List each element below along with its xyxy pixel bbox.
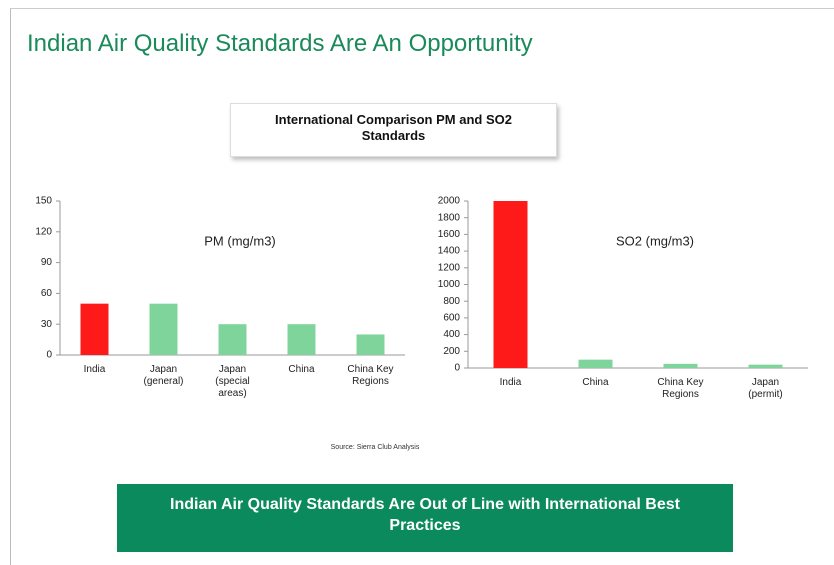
x-tick-label: India [499, 377, 522, 388]
bar [149, 303, 178, 355]
bar [578, 359, 613, 368]
y-tick-label: 1200 [438, 262, 461, 273]
bar [218, 324, 247, 355]
x-tick-label: China [582, 377, 609, 388]
source: Source: Sierra Club Analysis [330, 444, 420, 451]
header-box: International Comparison PM and SO2 Stan… [230, 103, 557, 157]
bar [493, 201, 528, 368]
y-tick-label: 30 [41, 319, 53, 330]
y-tick-label: 400 [443, 329, 460, 340]
x-tick-label: Japan (general) [143, 364, 184, 387]
slide-title: Indian Air Quality Standards Are An Oppo… [27, 30, 533, 57]
y-tick-label: 0 [454, 363, 460, 374]
y-tick-label: 1000 [438, 279, 461, 290]
bar [287, 324, 316, 355]
y-tick-label: 1600 [438, 229, 461, 240]
bar [80, 303, 109, 355]
chart-title: PM (mg/m3) [204, 233, 276, 248]
bar [663, 363, 698, 368]
y-tick-label: 60 [41, 288, 53, 299]
chart-title: SO2 (mg/m3) [616, 233, 694, 248]
y-tick-label: 2000 [438, 196, 461, 207]
y-tick-label: 800 [443, 296, 460, 307]
frame-top [10, 8, 834, 9]
y-tick-label: 0 [46, 350, 52, 361]
y-tick-label: 150 [35, 196, 52, 207]
y-tick-label: 1800 [438, 212, 461, 223]
bar [356, 334, 385, 355]
y-tick-label: 120 [35, 226, 52, 237]
x-tick-label: China Key Regions [347, 364, 394, 387]
y-tick-label: 1400 [438, 246, 461, 257]
x-tick-label: China Key Regions [657, 377, 704, 400]
x-tick-label: India [83, 364, 106, 375]
x-tick-label: China [288, 364, 315, 375]
bar [748, 364, 783, 368]
banner: Indian Air Quality Standards Are Out of … [117, 484, 733, 552]
x-tick-label: Japan (permit) [748, 377, 783, 400]
y-tick-label: 200 [443, 346, 460, 357]
y-tick-label: 90 [41, 257, 53, 268]
x-tick-label: Japan (special areas) [215, 364, 250, 399]
y-tick-label: 600 [443, 313, 460, 324]
frame-left [10, 8, 11, 565]
